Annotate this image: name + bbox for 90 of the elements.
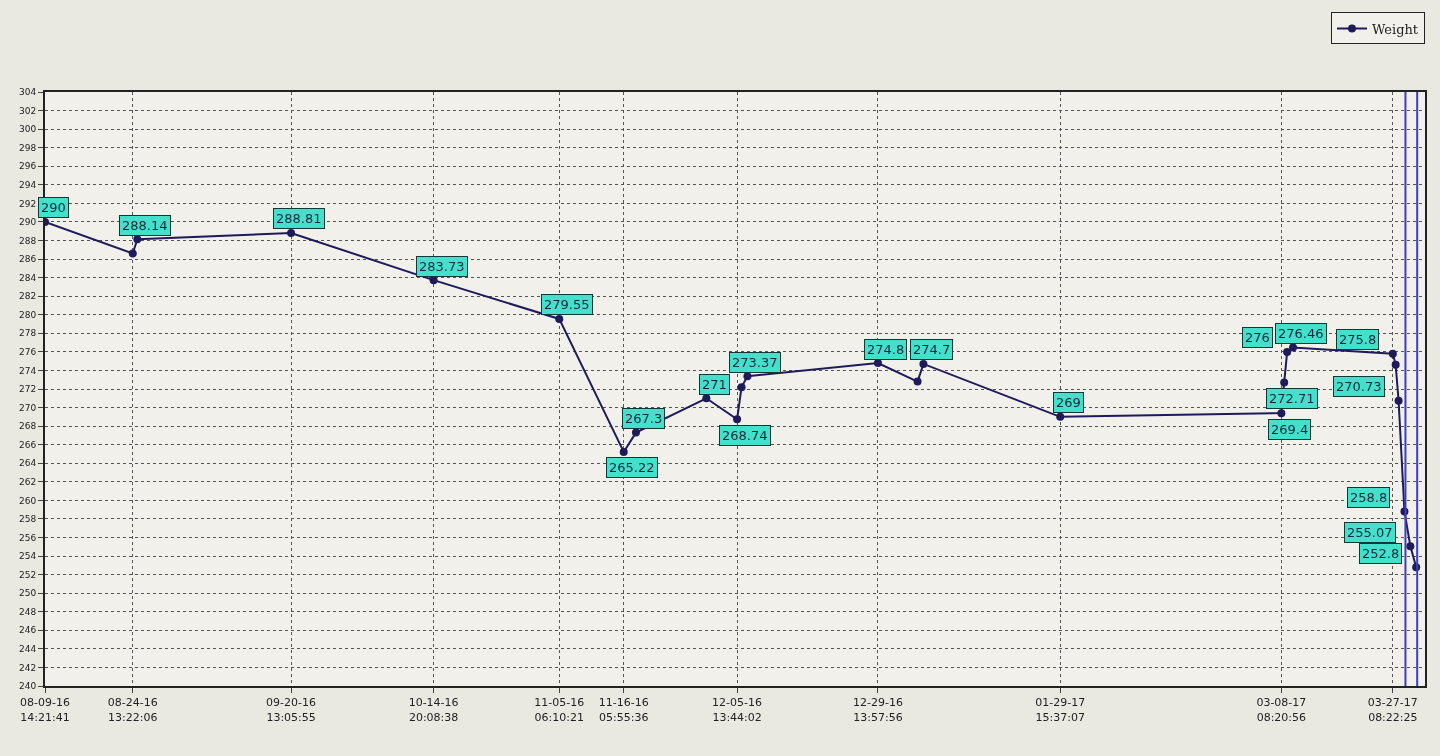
point [873,359,882,368]
data-label: 288.81 [276,211,322,226]
data-label: 267.3 [625,411,663,426]
y-tick-label: 248 [19,606,37,617]
data-label: 276 [1245,330,1270,345]
y-tick-label: 260 [19,495,37,506]
y-tick-label: 252 [19,569,37,580]
x-tick-label: 12-29-16 13:57:56 [852,696,903,724]
point [702,394,711,403]
data-label: 269.4 [1271,422,1309,437]
x-tick-label: 03-27-17 08:22:25 [1367,696,1418,724]
y-tick-label: 300 [19,124,37,135]
data-label: 290 [41,200,66,215]
point [619,447,628,456]
y-tick-label: 278 [19,328,37,339]
y-tick-label: 262 [19,476,37,487]
data-label: 265.22 [609,460,655,475]
y-tick-label: 246 [19,625,37,636]
point [128,249,137,258]
point [1394,396,1403,405]
x-tick-label: 01-29-17 15:37:07 [1035,696,1086,724]
y-tick-label: 292 [19,198,37,209]
point [429,276,438,285]
y-tick-label: 294 [19,179,37,190]
data-label: 288.14 [122,218,168,233]
point [1391,360,1400,369]
y-tick-label: 280 [19,309,37,320]
data-label: 283.73 [419,259,465,274]
legend-label: Weight [1372,21,1419,37]
point [919,359,928,368]
point [1283,347,1292,356]
data-label: 275.8 [1339,332,1377,347]
point [555,314,564,323]
point [1388,349,1397,358]
y-tick-label: 272 [19,384,37,395]
point [733,415,742,424]
y-tick-label: 244 [19,644,37,655]
y-tick-label: 282 [19,291,37,302]
x-tick-label: 11-16-16 05:55:36 [598,696,649,724]
point [631,428,640,437]
x-tick-label: 12-05-16 13:44:02 [712,696,763,724]
data-label: 276.46 [1278,326,1324,341]
data-label: 272.71 [1269,391,1315,406]
y-tick-label: 270 [19,402,37,413]
y-tick-label: 254 [19,551,37,562]
point [1277,409,1286,418]
point [913,377,922,386]
y-tick-label: 240 [19,681,37,692]
x-tick-label: 10-14-16 20:08:38 [408,696,459,724]
y-tick-label: 258 [19,514,37,525]
y-tick-label: 268 [19,421,37,432]
point [1289,343,1297,352]
data-label: 274.8 [867,342,905,357]
x-tick-label: 08-24-16 13:22:06 [107,696,158,724]
data-label: 255.07 [1347,525,1393,540]
y-tick-label: 256 [19,532,37,543]
point [287,228,296,237]
point [133,235,142,244]
y-tick-label: 250 [19,588,37,599]
y-tick-label: 286 [19,254,37,265]
data-label: 274.7 [913,342,951,357]
y-tick-label: 302 [19,105,37,116]
data-label: 271 [702,377,727,392]
point [1406,542,1415,551]
data-label: 270.73 [1336,379,1382,394]
point [743,372,752,381]
y-tick-label: 274 [19,365,37,376]
point [1280,378,1289,387]
data-label: 252.8 [1362,546,1400,561]
x-tick-label: 11-05-16 06:10:21 [534,696,585,724]
y-tick-label: 304 [19,87,37,98]
y-tick-label: 284 [19,272,37,283]
y-tick-label: 296 [19,161,37,172]
data-label: 268.74 [722,428,768,443]
point [1056,412,1065,421]
data-label: 273.37 [732,355,778,370]
x-tick-label: 03-08-17 08:20:56 [1256,696,1307,724]
x-tick-label: 09-20-16 13:05:55 [266,696,317,724]
data-label: 279.55 [544,297,590,312]
data-label: 269 [1056,395,1081,410]
data-label: 258.8 [1350,490,1388,505]
y-tick-label: 288 [19,235,37,246]
y-tick-label: 298 [19,142,37,153]
y-tick-label: 242 [19,662,37,673]
x-tick-label: 08-09-16 14:21:41 [20,696,70,724]
point [737,383,746,392]
y-tick-label: 266 [19,439,37,450]
y-tick-label: 264 [19,458,37,469]
y-tick-label: 276 [19,347,37,358]
y-tick-label: 290 [19,217,37,228]
